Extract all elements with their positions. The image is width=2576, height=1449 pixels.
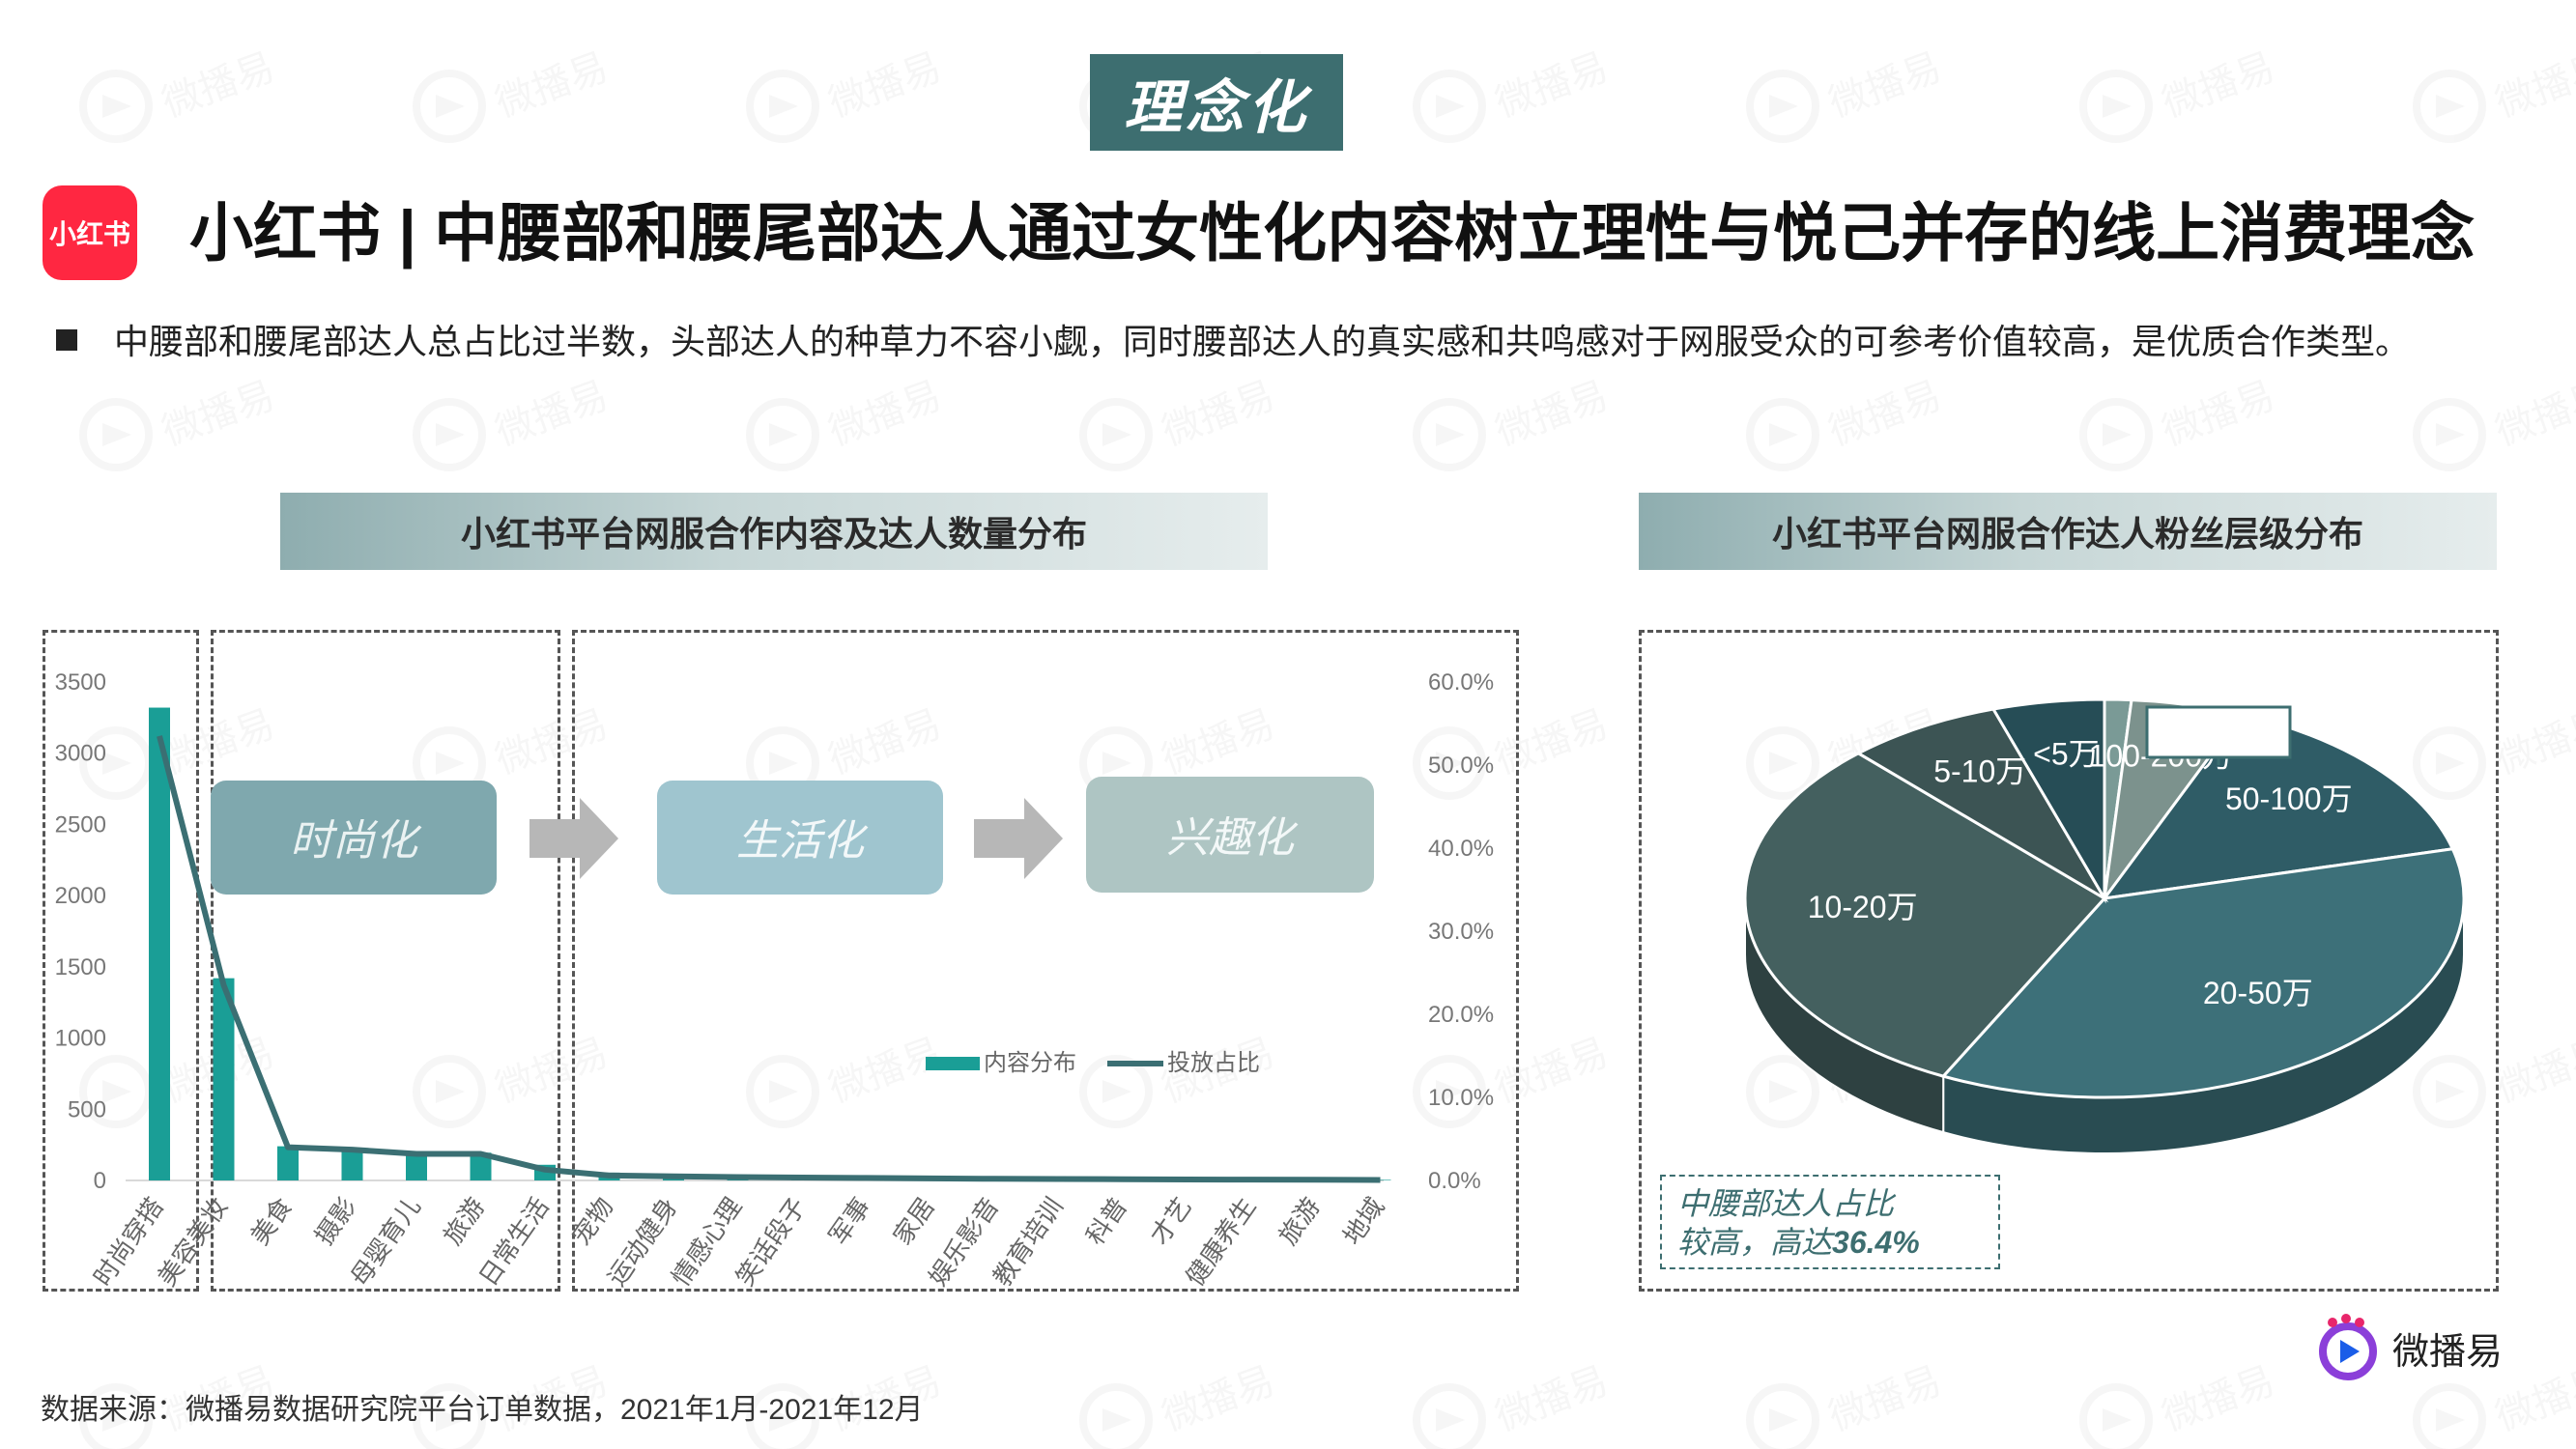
- left-chart-heading: 小红书平台网服合作内容及达人数量分布: [280, 493, 1268, 570]
- top-slice-callout-box: [2145, 705, 2292, 759]
- arrow-icon: [974, 798, 1063, 879]
- group-box-interest: [572, 630, 1519, 1292]
- y-tick-label-left: 1000: [55, 1026, 106, 1052]
- right-chart-heading: 小红书平台网服合作达人粉丝层级分布: [1639, 493, 2497, 570]
- x-tick-label: 科普: [1080, 1192, 1132, 1250]
- pie-slice-label: 20-50万: [2203, 976, 2313, 1010]
- callout-line1: 中腰部达人占比: [1677, 1186, 1895, 1221]
- pie-slice: [1940, 847, 2466, 1099]
- data-source: 数据来源：微播易数据研究院平台订单数据，2021年1月-2021年12月: [41, 1394, 924, 1426]
- brand-logo: 微播易: [2313, 1304, 2545, 1391]
- stage-interest-label: 兴趣化: [1166, 814, 1299, 862]
- x-tick-label: 才艺: [1145, 1192, 1197, 1250]
- bar-series: [149, 707, 1391, 1180]
- callout-line2: 较高，高达: [1677, 1225, 1833, 1260]
- x-tick-label: 旅游: [438, 1192, 490, 1250]
- pie-slice: [1743, 752, 2107, 1078]
- watermark-icon: [2083, 45, 2280, 139]
- page-title: 小红书 | 中腰部和腰尾部达人通过女性化内容树立理性与悦己并存的线上消费理念: [189, 197, 2476, 269]
- y-tick-label-right: 60.0%: [1428, 669, 1494, 696]
- callout-value: 36.4%: [1832, 1225, 1920, 1260]
- weiboyi-logo-icon: [2319, 1314, 2377, 1380]
- y-tick-label-right: 10.0%: [1428, 1085, 1494, 1111]
- bar: [149, 707, 170, 1180]
- brand-name: 微播易: [2392, 1331, 2504, 1373]
- pie-slice-label: 10-20万: [1808, 890, 1918, 924]
- watermark-icon: [1083, 374, 1280, 468]
- bullet-square-icon: [56, 329, 77, 351]
- stage-interest: 兴趣化: [1086, 777, 1374, 893]
- legend-bar-label: 内容分布: [984, 1050, 1076, 1076]
- watermark-icon: [83, 45, 280, 139]
- watermark-icon: [1417, 45, 1614, 139]
- group-box-pie: [1639, 630, 2499, 1292]
- mid-tier-callout: 中腰部达人占比 较高，高达36.4%: [1660, 1175, 2000, 1269]
- watermark-icon: [2083, 374, 2280, 468]
- y-tick-label-left: 2500: [55, 811, 106, 838]
- section-tag: 理念化: [1090, 54, 1343, 151]
- watermark-icon: [83, 374, 280, 468]
- xiaohongshu-logo: 小红书: [43, 185, 137, 280]
- watermark-icon: [2083, 1359, 2280, 1449]
- stage-fashion: 时尚化: [211, 781, 497, 895]
- bar: [470, 1152, 492, 1180]
- stage-life: 生活化: [657, 781, 943, 895]
- y-tick-label-right: 40.0%: [1428, 836, 1494, 862]
- x-tick-label: 地域: [1337, 1192, 1389, 1250]
- pie-slice: [1855, 707, 2109, 903]
- watermark-icon: [416, 45, 614, 139]
- watermark-icon: [1750, 45, 1947, 139]
- group-box-fashion: [43, 630, 199, 1292]
- stage-life-label: 生活化: [736, 817, 869, 865]
- bar: [213, 978, 235, 1180]
- y-tick-label-right: 20.0%: [1428, 1002, 1494, 1028]
- y-tick-label-left: 500: [68, 1096, 106, 1122]
- bar: [341, 1149, 363, 1180]
- x-tick-label: 摄影: [309, 1192, 361, 1250]
- y-tick-label-left: 1500: [55, 954, 106, 980]
- bar: [1369, 1179, 1391, 1180]
- watermark-icon: [1750, 1359, 1947, 1449]
- y-tick-label-right: 50.0%: [1428, 753, 1494, 779]
- stage-fashion-label: 时尚化: [290, 817, 422, 865]
- watermark-icon: [1417, 374, 1614, 468]
- watermark-icon: [2417, 374, 2576, 468]
- chart-legend: 内容分布 投放占比: [926, 1050, 1260, 1076]
- x-tick-label: 旅游: [1274, 1192, 1326, 1250]
- legend-bar-swatch: [926, 1057, 980, 1070]
- x-tick-label: 宠物: [566, 1192, 618, 1250]
- watermark-icon: [1417, 1359, 1614, 1449]
- group-box-life: [211, 630, 560, 1292]
- y-axis-left: 0 500 1000 1500 2000 2500 3000 3500: [55, 669, 1384, 1194]
- y-tick-label-left: 2000: [55, 883, 106, 909]
- line-series: [157, 735, 1381, 1183]
- pie-slice-label: 50-100万: [2225, 781, 2353, 816]
- pie-slice: [1990, 697, 2106, 904]
- pie-slices: [1743, 697, 2466, 1099]
- watermark-icon: [2417, 45, 2576, 139]
- watermark-icon: [1750, 374, 1947, 468]
- x-tick-label: 美食: [245, 1192, 298, 1250]
- y-tick-label-right: 30.0%: [1428, 919, 1494, 945]
- bar: [406, 1152, 427, 1180]
- watermark-icon: [750, 45, 947, 139]
- pie-slice-label: 5-10万: [1933, 753, 2026, 788]
- x-tick-label: 家居: [888, 1192, 940, 1250]
- legend-line-label: 投放占比: [1167, 1050, 1260, 1076]
- watermark-icon: [416, 374, 614, 468]
- y-tick-label-right: 0.0%: [1428, 1168, 1481, 1194]
- bar: [277, 1146, 299, 1180]
- y-axis-right: 0.0% 10.0% 20.0% 30.0% 40.0% 50.0% 60.0%: [1428, 669, 1494, 1194]
- x-tick-label: 军事: [823, 1192, 875, 1250]
- y-tick-label-left: 3500: [55, 669, 106, 696]
- y-tick-label-left: 0: [94, 1168, 106, 1194]
- summary-text: 中腰部和腰尾部达人总占比过半数，头部达人的种草力不容小觑，同时腰部达人的真实感和…: [114, 322, 2411, 361]
- content-distribution-chart: 0 500 1000 1500 2000 2500 3000 3500 0.0% 10.0% 20…: [55, 669, 1494, 1292]
- pie-slice-label: <5万: [2033, 737, 2100, 772]
- y-tick-label-left: 3000: [55, 741, 106, 767]
- watermark-icon: [750, 374, 947, 468]
- arrow-icon: [530, 798, 618, 879]
